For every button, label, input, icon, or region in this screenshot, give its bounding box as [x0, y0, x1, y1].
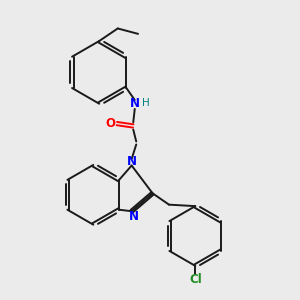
- Text: O: O: [105, 117, 115, 130]
- Text: N: N: [129, 210, 139, 223]
- Text: H: H: [142, 98, 150, 108]
- Text: N: N: [127, 155, 137, 168]
- Text: N: N: [130, 97, 140, 110]
- Text: Cl: Cl: [189, 273, 202, 286]
